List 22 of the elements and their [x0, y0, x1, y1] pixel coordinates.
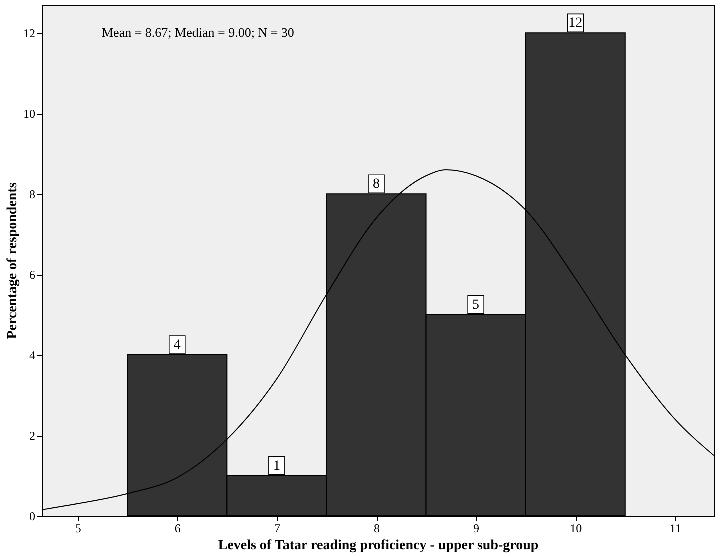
x-tick-label: 7 [274, 522, 280, 536]
data-label: 1 [273, 458, 280, 474]
x-tick-label: 6 [174, 522, 181, 536]
y-tick-label: 12 [24, 26, 36, 41]
x-tick-label: 5 [75, 522, 82, 536]
x-tick-label: 8 [374, 522, 380, 536]
x-axis-title: Levels of Tatar reading proficiency - upper sub-group [218, 538, 539, 554]
data-label: 4 [174, 338, 181, 354]
x-tick-label: 10 [570, 522, 582, 536]
y-tick-label: 8 [30, 188, 36, 202]
annotation: Mean = 8.67; Median = 9.00; N = 30 [102, 25, 294, 40]
y-tick-label: 2 [30, 429, 36, 444]
data-label: 8 [373, 177, 380, 192]
y-tick-label: 0 [30, 510, 36, 524]
y-tick-label: 4 [30, 348, 36, 363]
data-label: 12 [568, 16, 583, 32]
x-tick-label: 9 [474, 522, 480, 536]
y-tick-label: 6 [30, 268, 36, 282]
y-axis-title: Percentage of respondents [6, 182, 20, 340]
x-tick-label: 11 [670, 522, 682, 536]
data-label: 5 [472, 298, 480, 313]
y-tick-label: 10 [24, 107, 36, 122]
